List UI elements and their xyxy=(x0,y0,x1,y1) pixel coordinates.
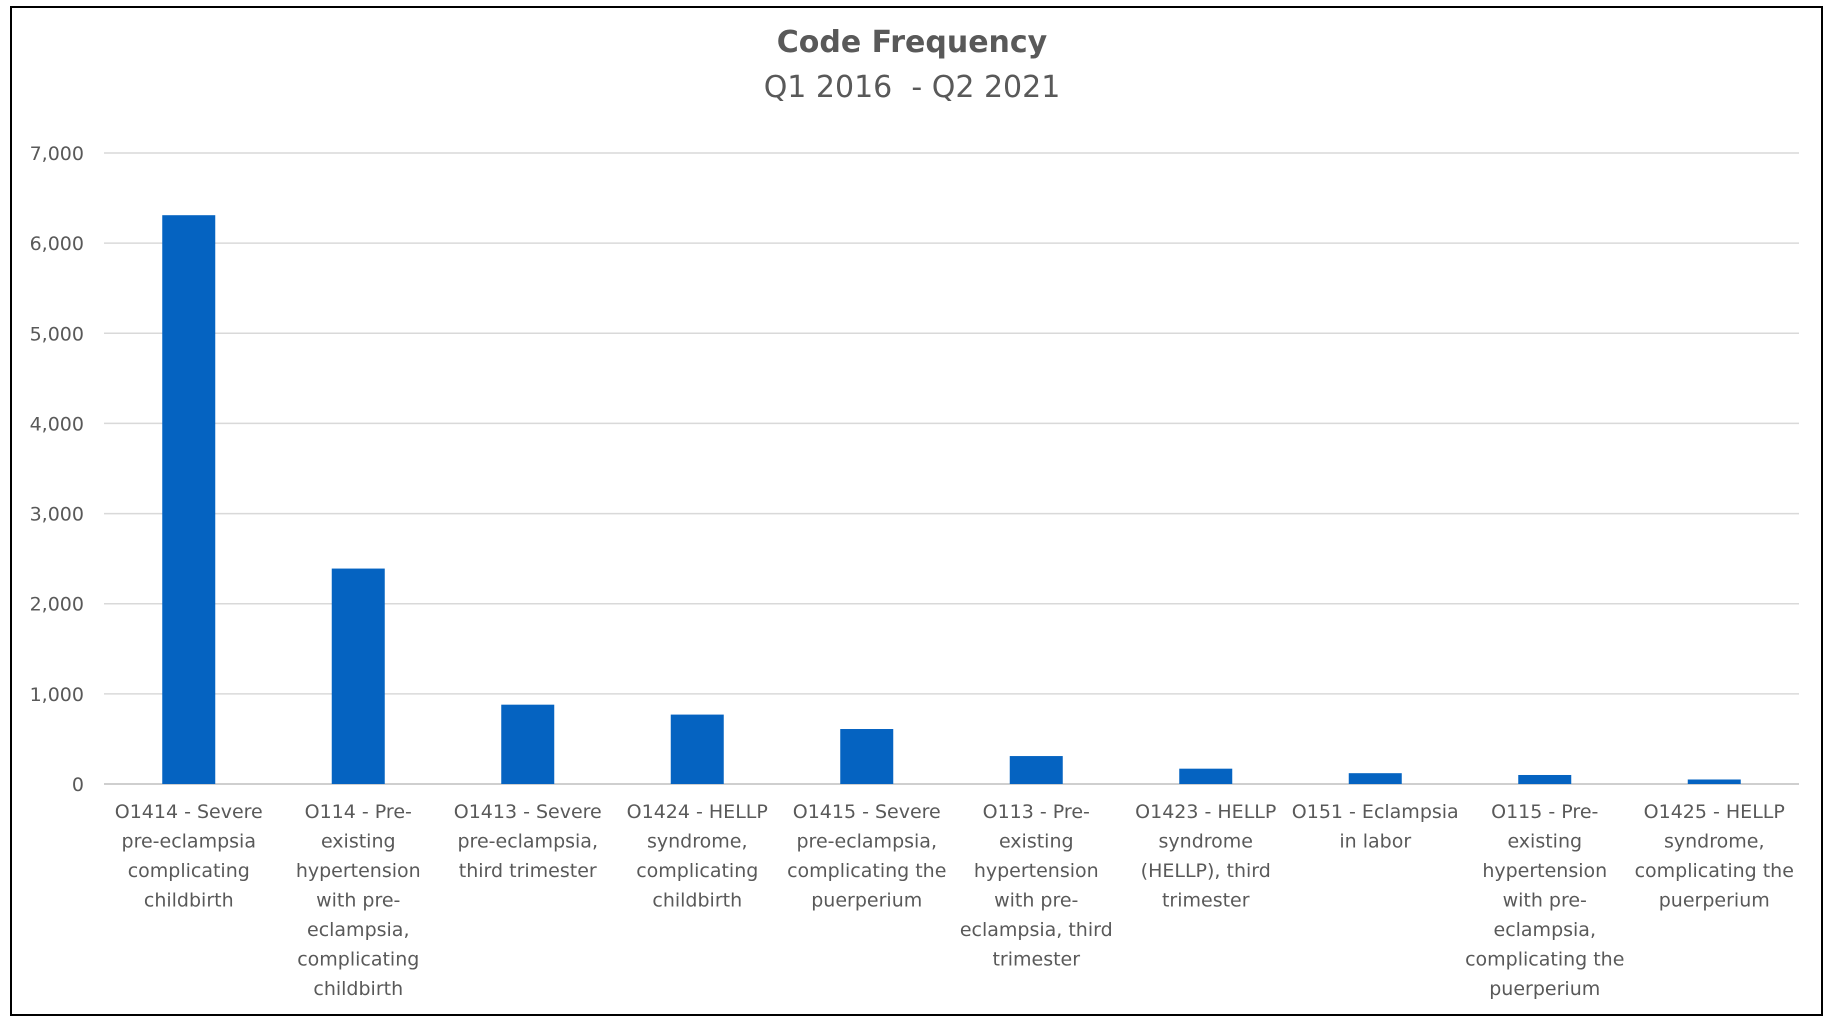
bar xyxy=(501,704,555,784)
y-tick-label: 3,000 xyxy=(30,504,84,526)
bar xyxy=(1687,779,1741,784)
y-tick-label: 7,000 xyxy=(30,143,84,165)
y-tick-label: 2,000 xyxy=(30,594,84,616)
bar xyxy=(840,729,894,784)
bars xyxy=(162,215,1741,784)
x-tick-label: O1424 - HELLP syndrome, complicating childb… xyxy=(627,801,768,912)
x-tick-label: O115 - Pre-existing hypertension with pre-… xyxy=(1465,801,1624,1000)
bar xyxy=(1179,768,1233,784)
bar xyxy=(670,714,724,784)
y-tick-label: 5,000 xyxy=(30,323,84,345)
bar xyxy=(1009,756,1063,784)
x-tick-label: O1423 - HELLP syndrome (HELLP), third trime… xyxy=(1135,801,1276,912)
y-tick-label: 0 xyxy=(72,774,84,796)
bar xyxy=(331,568,385,784)
chart-title: Code Frequency xyxy=(777,25,1048,60)
y-tick-label: 6,000 xyxy=(30,233,84,255)
bar-chart: Code Frequency Q1 2016 - Q2 2021 0 1,000 2… xyxy=(30,25,1799,1000)
x-axis-labels: O1414 - Severe pre-eclampsia complicating c… xyxy=(115,801,1794,1000)
y-tick-label: 4,000 xyxy=(30,413,84,435)
x-tick-label: O114 - Pre-existing hypertension with pre-… xyxy=(296,801,421,1000)
bar xyxy=(1348,773,1402,784)
x-tick-label: O1425 - HELLP syndrome, complicating the pu… xyxy=(1635,801,1794,912)
y-axis-ticks: 0 1,000 2,000 3,000 4,000 5,000 6,000 7,000 xyxy=(30,143,84,796)
x-tick-label: O113 - Pre-existing hypertension with pre-… xyxy=(960,801,1113,971)
x-tick-label: O1414 - Severe pre-eclampsia complicating c… xyxy=(115,801,263,912)
y-tick-label: 1,000 xyxy=(30,684,84,706)
x-tick-label: O1415 - Severe pre-eclampsia, complicating… xyxy=(787,801,946,912)
bar xyxy=(162,215,216,784)
x-tick-label: O1413 - Severe pre-eclampsia, third trimes… xyxy=(454,801,602,882)
gridlines xyxy=(104,152,1799,785)
chart-frame: Code Frequency Q1 2016 - Q2 2021 0 1,000 2… xyxy=(10,6,1823,1016)
bar xyxy=(1518,774,1572,784)
x-tick-label: O151 - Eclampsia in labor xyxy=(1292,801,1459,853)
chart-subtitle: Q1 2016 - Q2 2021 xyxy=(764,70,1061,105)
